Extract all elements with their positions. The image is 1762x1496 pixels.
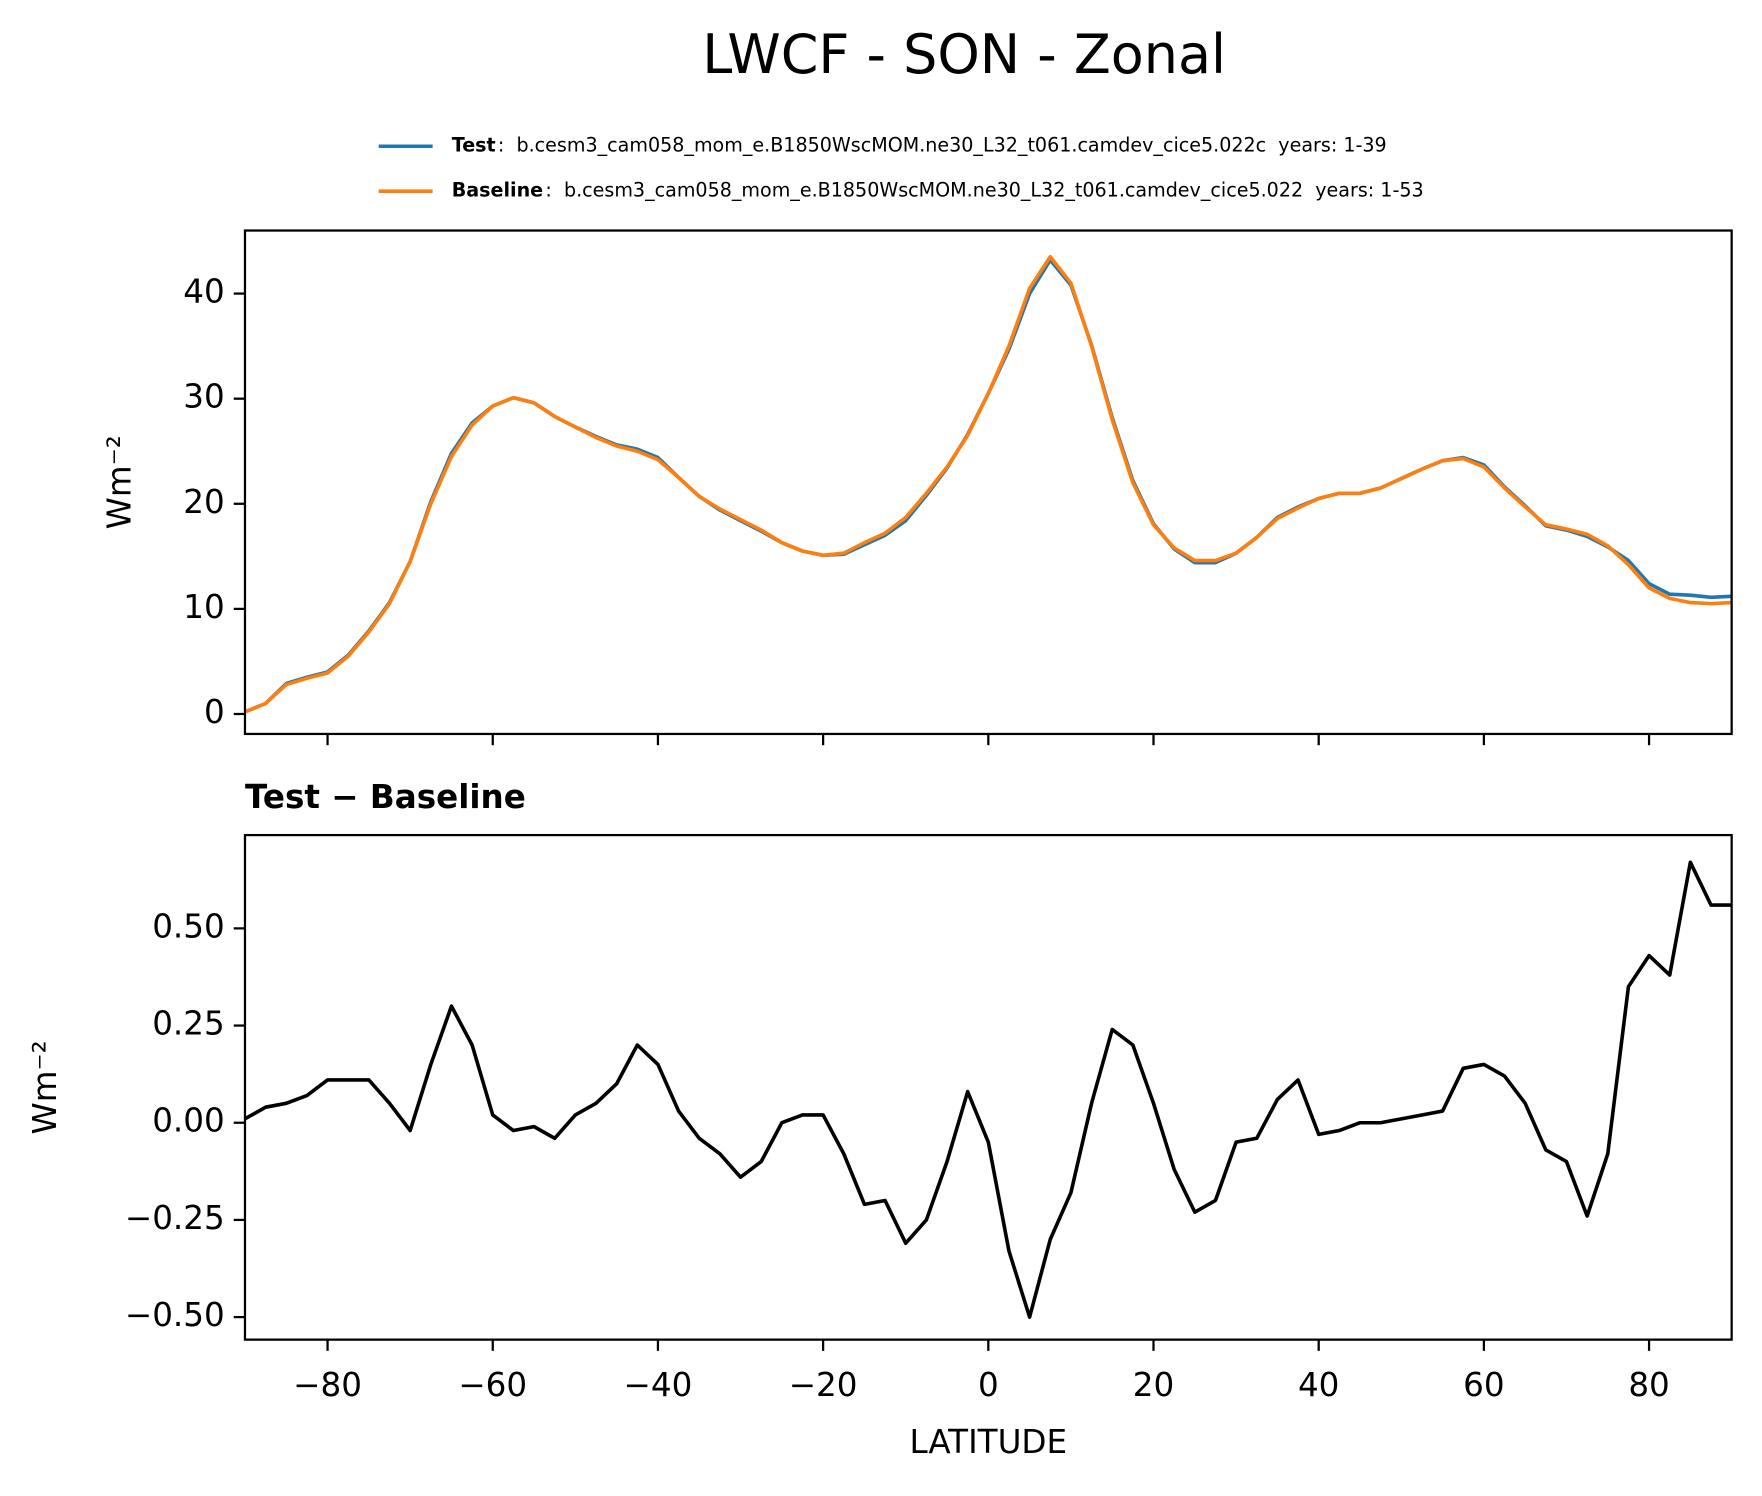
legend-description: : b.cesm3_cam058_mom_e.B1850WscMOM.ne30_… bbox=[498, 134, 1387, 157]
x-tick-label: 40 bbox=[1298, 1366, 1339, 1404]
y-tick-label: 30 bbox=[183, 378, 224, 416]
legend-name: Baseline bbox=[452, 179, 543, 202]
y-axis-label: Wm⁻² bbox=[100, 435, 138, 529]
series-line bbox=[244, 258, 1732, 714]
plot-area bbox=[244, 254, 1732, 714]
series-line bbox=[244, 254, 1732, 714]
x-tick-label: −20 bbox=[789, 1366, 858, 1404]
y-tick-label: 0.00 bbox=[152, 1102, 225, 1140]
y-tick-label: 0.25 bbox=[152, 1005, 225, 1043]
figure-title: LWCF - SON - Zonal bbox=[702, 23, 1226, 86]
x-tick-label: 0 bbox=[978, 1366, 999, 1404]
panel-title: Test − Baseline bbox=[245, 778, 526, 816]
x-tick-label: 20 bbox=[1133, 1366, 1174, 1404]
y-tick-label: −0.25 bbox=[125, 1199, 225, 1237]
legend-name: Test bbox=[452, 134, 496, 157]
x-tick-label: −80 bbox=[293, 1366, 362, 1404]
x-tick-label: 80 bbox=[1628, 1366, 1669, 1404]
x-tick-label: −60 bbox=[458, 1366, 527, 1404]
y-tick-label: 0.50 bbox=[152, 907, 225, 945]
legend-description: : b.cesm3_cam058_mom_e.B1850WscMOM.ne30_… bbox=[545, 179, 1423, 202]
y-tick-label: 40 bbox=[183, 273, 224, 311]
x-axis-label: LATITUDE bbox=[910, 1423, 1068, 1461]
x-tick-label: 60 bbox=[1463, 1366, 1504, 1404]
x-tick-label: −40 bbox=[624, 1366, 693, 1404]
y-axis-label: Wm⁻² bbox=[26, 1040, 64, 1134]
axes-frame bbox=[243, 229, 1733, 736]
axes-frame bbox=[243, 833, 1733, 1341]
y-tick-label: −0.50 bbox=[125, 1296, 225, 1334]
plot-area bbox=[244, 860, 1732, 1319]
y-tick-label: 20 bbox=[183, 483, 224, 521]
y-tick-label: 10 bbox=[183, 588, 224, 626]
y-tick-label: 0 bbox=[204, 693, 225, 731]
series-line bbox=[244, 860, 1732, 1319]
